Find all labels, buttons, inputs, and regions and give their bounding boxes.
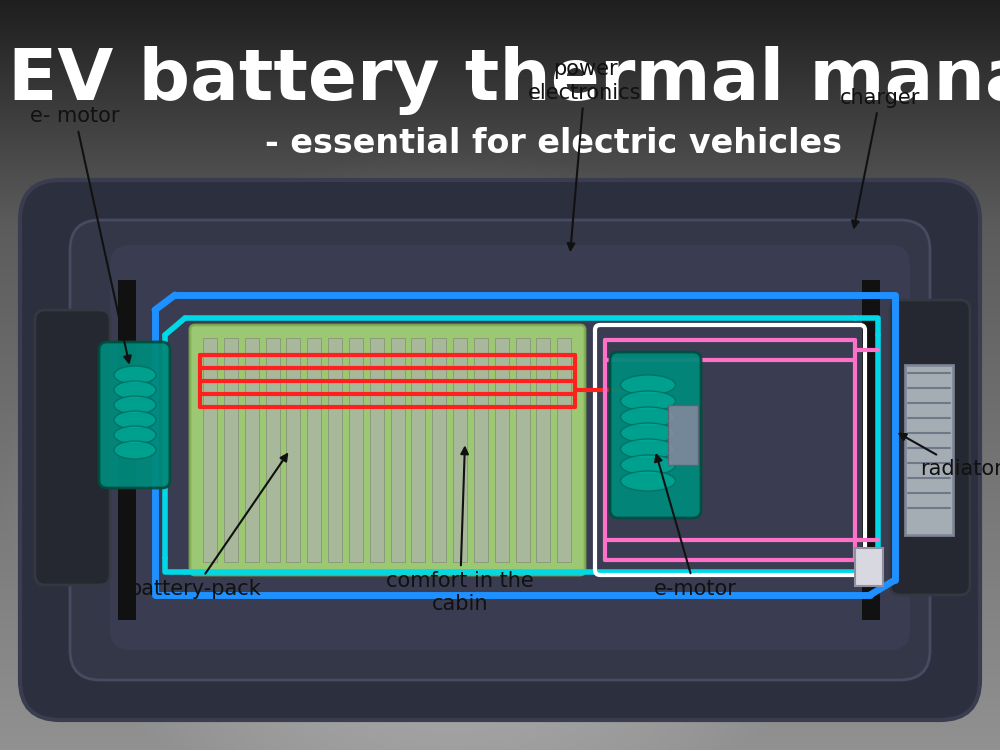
Bar: [905, 365, 953, 535]
Ellipse shape: [110, 257, 160, 347]
Ellipse shape: [114, 426, 156, 444]
Ellipse shape: [825, 257, 875, 347]
Ellipse shape: [110, 588, 160, 678]
Ellipse shape: [114, 366, 156, 384]
Bar: [453, 338, 467, 562]
Ellipse shape: [620, 407, 676, 427]
Text: TYCORUN: TYCORUN: [746, 194, 854, 267]
FancyBboxPatch shape: [35, 310, 110, 585]
FancyBboxPatch shape: [70, 220, 930, 680]
Ellipse shape: [114, 441, 156, 459]
Bar: [495, 338, 509, 562]
Bar: [203, 338, 217, 562]
Ellipse shape: [620, 423, 676, 443]
Text: - essential for electric vehicles: - essential for electric vehicles: [265, 127, 842, 160]
Text: TYCORUN: TYCORUN: [226, 383, 334, 457]
Ellipse shape: [825, 588, 875, 678]
FancyBboxPatch shape: [890, 300, 970, 595]
Text: EV battery thermal management: EV battery thermal management: [8, 46, 1000, 115]
Ellipse shape: [620, 455, 676, 475]
Text: TYCORUN: TYCORUN: [46, 183, 154, 256]
Ellipse shape: [620, 375, 676, 395]
Text: TYCORUN: TYCORUN: [766, 543, 874, 616]
Text: TYCORUN: TYCORUN: [576, 383, 684, 457]
FancyBboxPatch shape: [610, 352, 701, 518]
Bar: [370, 338, 384, 562]
Text: power
electronics: power electronics: [528, 59, 642, 250]
Ellipse shape: [99, 568, 171, 698]
Ellipse shape: [114, 411, 156, 429]
FancyBboxPatch shape: [110, 245, 910, 650]
Ellipse shape: [114, 381, 156, 399]
Ellipse shape: [620, 471, 676, 491]
Bar: [668, 405, 698, 465]
Bar: [349, 338, 363, 562]
Text: TYCORUN: TYCORUN: [546, 563, 654, 637]
Bar: [432, 338, 446, 562]
Text: comfort in the
cabin: comfort in the cabin: [386, 448, 534, 614]
FancyBboxPatch shape: [20, 180, 980, 720]
Ellipse shape: [114, 396, 156, 414]
Ellipse shape: [814, 568, 886, 698]
Text: e- motor: e- motor: [30, 106, 131, 362]
Bar: [245, 338, 259, 562]
Text: TYCORUN: TYCORUN: [406, 194, 514, 267]
Bar: [411, 338, 425, 562]
Bar: [266, 338, 280, 562]
Bar: [536, 338, 550, 562]
Bar: [516, 338, 530, 562]
Bar: [855, 548, 883, 586]
Ellipse shape: [620, 439, 676, 459]
Text: battery-pack: battery-pack: [129, 454, 287, 598]
Text: charger: charger: [840, 88, 920, 227]
Text: TYCORUN: TYCORUN: [346, 584, 454, 657]
FancyBboxPatch shape: [99, 342, 170, 488]
FancyBboxPatch shape: [190, 325, 585, 575]
Bar: [328, 338, 342, 562]
Text: TYCORUN: TYCORUN: [96, 543, 204, 616]
Bar: [474, 338, 488, 562]
Bar: [390, 338, 404, 562]
Ellipse shape: [814, 237, 886, 367]
Bar: [557, 338, 571, 562]
Ellipse shape: [620, 391, 676, 411]
Bar: [224, 338, 238, 562]
Bar: [862, 280, 880, 620]
Ellipse shape: [99, 237, 171, 367]
Bar: [118, 280, 136, 620]
Bar: [286, 338, 300, 562]
Text: e-motor: e-motor: [654, 455, 736, 598]
Text: radiator: radiator: [899, 433, 1000, 478]
Bar: [307, 338, 321, 562]
